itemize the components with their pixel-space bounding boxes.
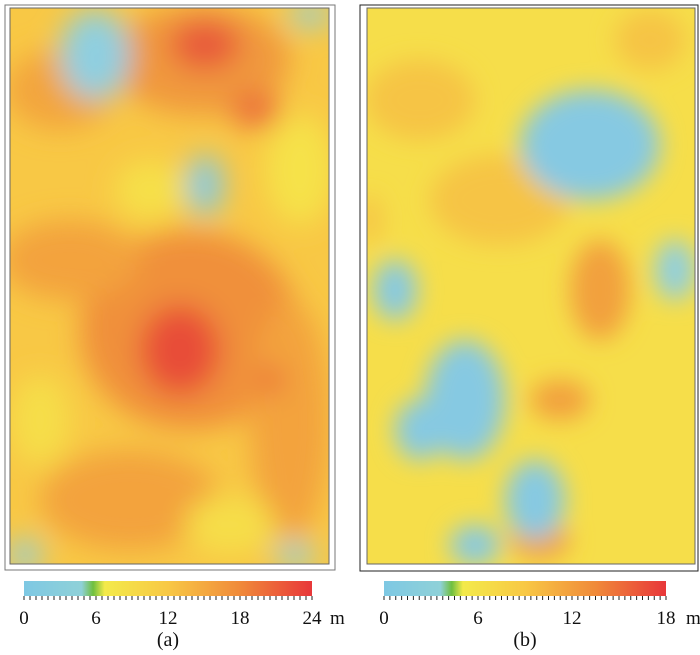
colorbar-b-tick-label-6: 6 [473,608,483,629]
colorbar-a-unit: m [330,608,345,629]
heatmap-panel-b [367,8,695,564]
panel-b-inner-frame [366,7,696,565]
panel-a-inner-frame [9,7,330,565]
colorbar-a: 0 6 12 18 24 m (a) [19,581,345,651]
panel-a-outer-frame [4,4,336,571]
heatmap-panel-a [10,8,329,564]
colorbar-b-unit: m [686,608,700,629]
panel-a-label: (a) [157,629,179,651]
colorbar-a-gradient [24,581,312,596]
colorbar-b-ticks [383,596,667,600]
colorbar-b: 0 6 12 18 m (b) [379,581,700,651]
heatmap-a-blobs [10,8,329,564]
colorbar-b-tick-label-18: 18 [657,608,676,629]
colorbar-a-tick-label-18: 18 [231,608,250,629]
colorbar-a-tick-label-12: 12 [159,608,178,629]
colorbar-a-tick-label-0: 0 [19,608,29,629]
colorbar-b-tick-label-0: 0 [379,608,389,629]
heatmap-b-blobs [367,10,695,564]
colorbar-b-tick-label-12: 12 [563,608,582,629]
panel-b-label: (b) [513,629,536,651]
colorbar-a-tick-label-6: 6 [91,608,101,629]
colorbar-a-tick-label-24: 24 [303,608,323,629]
colorbar-a-ticks [23,596,313,600]
colorbar-b-gradient [384,581,666,596]
panel-b-outer-frame [359,4,699,572]
